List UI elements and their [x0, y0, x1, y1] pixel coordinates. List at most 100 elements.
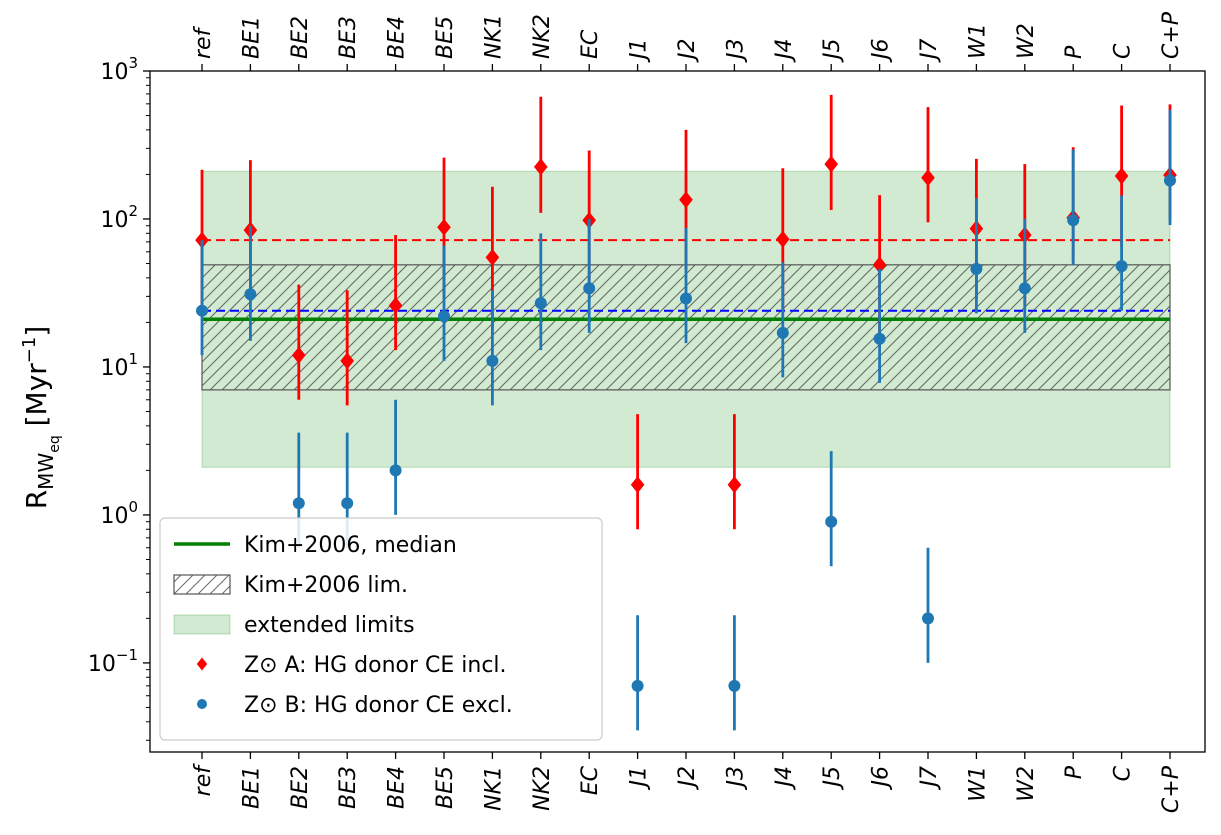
- series-b: [196, 109, 1176, 731]
- legend-swatch-circle: [197, 699, 207, 709]
- point-b-BE5: [438, 310, 450, 323]
- x-tick-label-top-NK2: NK2: [530, 14, 555, 59]
- x-tick-label-bottom-C+P: C+P: [1159, 765, 1184, 813]
- y-tick-label: 101: [100, 350, 138, 381]
- legend-swatch-fill: [173, 614, 231, 635]
- x-tick-label-bottom-ref: ref: [191, 763, 216, 797]
- point-b-W1: [970, 262, 983, 275]
- x-tick-label-top-BE3: BE3: [336, 16, 361, 59]
- legend-swatch-diamond: [196, 657, 208, 671]
- y-tick-label: 103: [100, 54, 138, 85]
- x-tick-label-top-EC: EC: [578, 29, 603, 59]
- point-a-J1: [630, 476, 645, 494]
- legend-label-2: extended limits: [244, 613, 415, 638]
- legend-label-0: Kim+2006, median: [244, 533, 457, 558]
- point-b-BE4: [389, 464, 402, 477]
- x-tick-label-top-BE4: BE4: [385, 16, 410, 59]
- point-b-J5: [825, 515, 838, 528]
- point-a-BE4: [388, 297, 403, 315]
- x-tick-label-top-C: C: [1111, 43, 1136, 59]
- point-a-NK2: [534, 158, 548, 176]
- point-a-NK1: [485, 248, 500, 266]
- y-tick-label: 10−1: [88, 646, 138, 677]
- legend-label-3: Z⊙ A: HG donor CE incl.: [244, 653, 507, 678]
- point-b-J6: [873, 332, 886, 345]
- y-axis-label: RMWeq [Myr−1]: [19, 326, 63, 510]
- x-tick-label-top-W1: W1: [965, 23, 990, 59]
- x-tick-label-top-J1: J1: [627, 39, 652, 64]
- x-tick-label-top-P: P: [1062, 45, 1087, 59]
- point-b-BE2: [292, 497, 305, 510]
- point-a-BE2: [292, 346, 306, 364]
- x-tick-label-top-BE1: BE1: [239, 16, 264, 59]
- point-b-C: [1115, 260, 1128, 273]
- x-tick-label-top-J5: J5: [820, 39, 845, 64]
- point-b-J3: [728, 679, 741, 692]
- point-b-NK1: [486, 354, 499, 367]
- point-b-BE1: [244, 288, 257, 301]
- point-a-J4: [776, 230, 790, 248]
- x-tick-label-bottom-NK1: NK1: [481, 766, 506, 811]
- x-tick-label-top-J4: J4: [772, 39, 797, 64]
- x-tick-label-bottom-J2: J2: [675, 766, 700, 791]
- x-tick-label-top-BE2: BE2: [288, 16, 313, 59]
- x-tick-label-bottom-EC: EC: [578, 765, 603, 795]
- legend-label-4: Z⊙ B: HG donor CE excl.: [244, 693, 513, 718]
- x-tick-label-bottom-NK2: NK2: [530, 766, 555, 811]
- point-b-ref: [196, 304, 208, 317]
- x-tick-label-bottom-W1: W1: [965, 766, 990, 802]
- y-tick-label: 100: [100, 498, 138, 529]
- point-b-J7: [922, 612, 934, 625]
- point-b-P: [1067, 214, 1080, 227]
- point-b-EC: [583, 282, 596, 295]
- point-a-J6: [872, 256, 887, 274]
- x-tick-label-top-J2: J2: [675, 39, 700, 64]
- series-layer: [195, 94, 1177, 731]
- x-tick-label-bottom-BE5: BE5: [433, 766, 458, 809]
- y-axis-label-text: RMWeq [Myr−1]: [19, 326, 63, 510]
- point-b-W2: [1018, 282, 1031, 295]
- x-tick-label-bottom-J5: J5: [820, 766, 845, 791]
- x-tick-label-top-NK1: NK1: [481, 14, 506, 59]
- x-tick-label-top-BE5: BE5: [433, 16, 458, 59]
- point-a-BE3: [340, 352, 354, 370]
- x-tick-label-bottom-BE1: BE1: [239, 766, 264, 809]
- x-axis-top: ref BE1 BE2 BE3 BE4 BE5 NK1 NK2 EC J1 J2 J3 J4 J5 J6 J7…: [191, 11, 1184, 71]
- x-axis-bottom: ref BE1 BE2 BE3 BE4 BE5 NK1 NK2 EC J1 J2 J3 J4 J5 J6 J7…: [191, 752, 1184, 813]
- y-axis: 10−1 100 101 102 103: [88, 54, 150, 741]
- x-tick-label-top-J3: J3: [723, 39, 748, 64]
- x-tick-label-bottom-J1: J1: [627, 766, 652, 791]
- x-tick-label-bottom-C: C: [1111, 765, 1136, 781]
- x-tick-label-top-W2: W2: [1014, 23, 1039, 59]
- x-tick-label-bottom-W2: W2: [1014, 766, 1039, 802]
- point-a-J2: [679, 191, 693, 209]
- legend-swatch-hatch: [173, 574, 231, 595]
- y-tick-label: 102: [100, 202, 138, 233]
- point-b-J1: [631, 679, 644, 692]
- point-a-C: [1114, 167, 1129, 185]
- point-b-J4: [776, 326, 789, 339]
- point-a-J3: [727, 476, 742, 494]
- x-tick-label-bottom-P: P: [1062, 765, 1087, 779]
- point-b-BE3: [341, 497, 354, 510]
- x-tick-label-top-J7: J7: [917, 39, 942, 64]
- point-b-J2: [680, 292, 692, 305]
- x-tick-label-top-J6: J6: [869, 39, 894, 64]
- x-tick-label-top-ref: ref: [191, 25, 216, 59]
- x-tick-label-bottom-J7: J7: [917, 766, 942, 791]
- point-a-J7: [921, 169, 935, 187]
- x-tick-label-bottom-BE2: BE2: [288, 766, 313, 809]
- x-tick-label-bottom-J3: J3: [723, 766, 748, 791]
- x-tick-label-bottom-BE3: BE3: [336, 766, 361, 809]
- point-a-J5: [824, 155, 838, 173]
- x-tick-label-top-C+P: C+P: [1159, 11, 1184, 59]
- point-b-C+P: [1164, 174, 1176, 187]
- x-tick-label-bottom-J6: J6: [869, 766, 894, 791]
- x-tick-label-bottom-J4: J4: [772, 766, 797, 791]
- point-a-BE5: [437, 218, 451, 236]
- legend-box: [159, 517, 603, 741]
- legend-label-1: Kim+2006 lim.: [244, 573, 408, 598]
- legend: Kim+2006, median Kim+2006 lim. extended li…: [159, 517, 603, 741]
- x-tick-label-bottom-BE4: BE4: [385, 766, 410, 809]
